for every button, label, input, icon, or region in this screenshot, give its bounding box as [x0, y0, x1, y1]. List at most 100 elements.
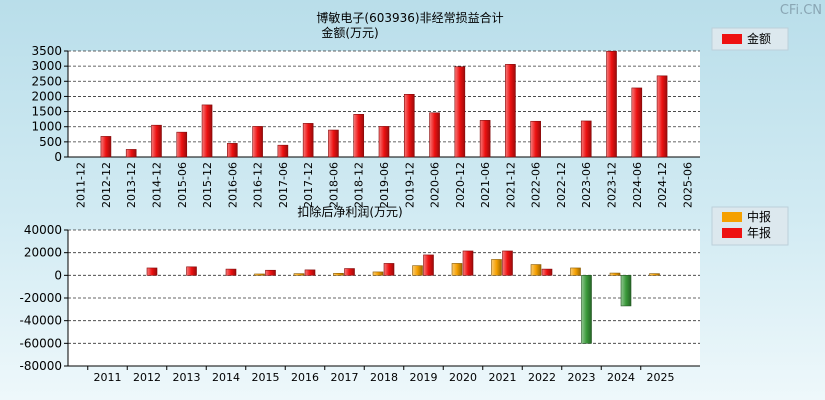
bottom-x-tick-label: 2014: [212, 371, 240, 384]
top-y-tick-label: 1500: [31, 105, 62, 119]
bottom-x-tick-label: 2024: [607, 371, 635, 384]
top-x-tick-label: 2016-12: [252, 162, 265, 208]
top-bar: [353, 113, 365, 158]
top-y-tick-label: 500: [39, 135, 62, 149]
bottom-x-tick-label: 2017: [331, 371, 359, 384]
top-bar: [151, 124, 162, 158]
top-bar: [580, 120, 592, 158]
bottom-bar-annual: [462, 250, 474, 276]
bottom-bar-interim: [609, 272, 621, 276]
top-x-tick-label: 2017-12: [302, 162, 315, 208]
bottom-y-tick-label: -40000: [19, 314, 62, 328]
legend-label-amount: 金额: [747, 31, 771, 46]
top-bar: [631, 87, 643, 158]
legend-swatch-amount: [722, 34, 742, 44]
bottom-x-tick-label: 2013: [173, 371, 201, 384]
top-x-tick-label: 2023-06: [580, 162, 593, 208]
top-x-tick-label: 2015-12: [201, 162, 214, 208]
bottom-x-tick-label: 2022: [528, 371, 556, 384]
bottom-x-tick-label: 2021: [489, 371, 517, 384]
bottom-bar-annual: [581, 275, 592, 344]
bottom-bar-annual: [186, 266, 197, 276]
bottom-bar-annual: [423, 254, 434, 276]
top-x-tick-label: 2018-06: [327, 162, 340, 208]
top-x-tick-label: 2015-06: [176, 162, 189, 208]
top-bar: [403, 94, 415, 158]
bottom-bar-interim: [254, 273, 265, 276]
bottom-x-tick-label: 2011: [94, 371, 122, 384]
bottom-chart-title: 扣除后净利润(万元): [297, 204, 402, 219]
top-bar: [530, 120, 541, 158]
top-bar: [252, 126, 263, 158]
top-x-tick-label: 2018-12: [353, 162, 366, 208]
legend-swatch-annual: [722, 228, 742, 238]
top-bar: [656, 75, 668, 158]
top-y-tick-label: 3500: [31, 44, 62, 58]
bottom-bar-interim: [570, 267, 581, 276]
top-chart-title: 博敏电子(603936)非经常损益合计: [316, 10, 503, 25]
bottom-x-tick-label: 2020: [449, 371, 477, 384]
top-bar: [378, 126, 390, 158]
legend-label-interim: 中报: [747, 209, 771, 224]
top-bar: [227, 143, 238, 158]
top-x-tick-label: 2011-12: [75, 162, 88, 208]
bottom-y-tick-label: 20000: [24, 246, 62, 260]
top-x-tick-label: 2014-12: [150, 162, 163, 208]
bottom-bar-annual: [541, 268, 553, 276]
top-x-tick-label: 2021-06: [479, 162, 492, 208]
bottom-y-tick-label: -60000: [19, 336, 62, 350]
top-x-tick-label: 2020-12: [454, 162, 467, 208]
top-legend-box: [711, 27, 789, 51]
top-x-tick-label: 2020-06: [429, 162, 442, 208]
bottom-x-tick-label: 2025: [647, 371, 675, 384]
bottom-bar-interim: [372, 271, 384, 276]
bottom-x-tick-label: 2016: [291, 371, 319, 384]
bottom-bar-annual: [304, 269, 316, 276]
top-x-tick-label: 2023-12: [606, 162, 619, 208]
top-legend: 金额: [711, 27, 789, 51]
bottom-y-tick-label: -80000: [19, 359, 62, 373]
bottom-bar-annual: [225, 268, 237, 276]
bottom-x-tick-label: 2018: [370, 371, 398, 384]
watermark: CFi.CN: [780, 3, 822, 18]
bottom-x-tick-label: 2015: [252, 371, 280, 384]
bottom-bar-annual: [146, 267, 158, 276]
top-x-tick-label: 2022-06: [530, 162, 543, 208]
top-bar: [277, 144, 289, 158]
legend-swatch-interim: [722, 212, 742, 222]
bottom-x-tick-label: 2023: [568, 371, 596, 384]
top-chart-ylabel: 金额(万元): [321, 25, 378, 40]
top-bar: [454, 66, 466, 158]
top-bar: [429, 112, 440, 158]
top-x-tick-label: 2019-06: [378, 162, 391, 208]
bottom-y-tick-label: -20000: [19, 291, 62, 305]
top-bar: [100, 136, 112, 158]
legend-label-annual: 年报: [747, 225, 771, 240]
bottom-plot-area: 40000 20000 0 -20000 -40000 -60000 -80000 2011 2…: [19, 223, 700, 384]
top-bar: [606, 51, 617, 158]
top-x-tick-label: 2019-12: [403, 162, 416, 208]
bottom-bar-interim: [530, 264, 542, 276]
top-x-tick-label: 2025-06: [681, 162, 694, 208]
top-bar: [302, 123, 314, 158]
bottom-bar-annual: [344, 268, 355, 276]
bottom-bar-annual: [265, 269, 276, 276]
top-x-tick-label: 2017-06: [277, 162, 290, 208]
bottom-bar-annual: [620, 275, 632, 307]
bottom-x-tick-label: 2012: [133, 371, 161, 384]
top-bar: [505, 64, 516, 158]
bottom-x-tick-label: 2019: [410, 371, 438, 384]
bottom-bar-interim: [649, 273, 660, 276]
top-x-tick-label: 2013-12: [125, 162, 138, 208]
top-x-tick-label: 2016-06: [226, 162, 239, 208]
bottom-legend: 中报 年报: [711, 206, 789, 246]
top-y-tick-label: 3000: [31, 59, 62, 73]
bottom-bar-interim: [491, 259, 502, 276]
top-bar: [328, 129, 339, 158]
top-bar: [125, 149, 137, 158]
top-x-tick-label: 2021-12: [504, 162, 517, 208]
top-y-tick-label: 0: [54, 150, 62, 164]
